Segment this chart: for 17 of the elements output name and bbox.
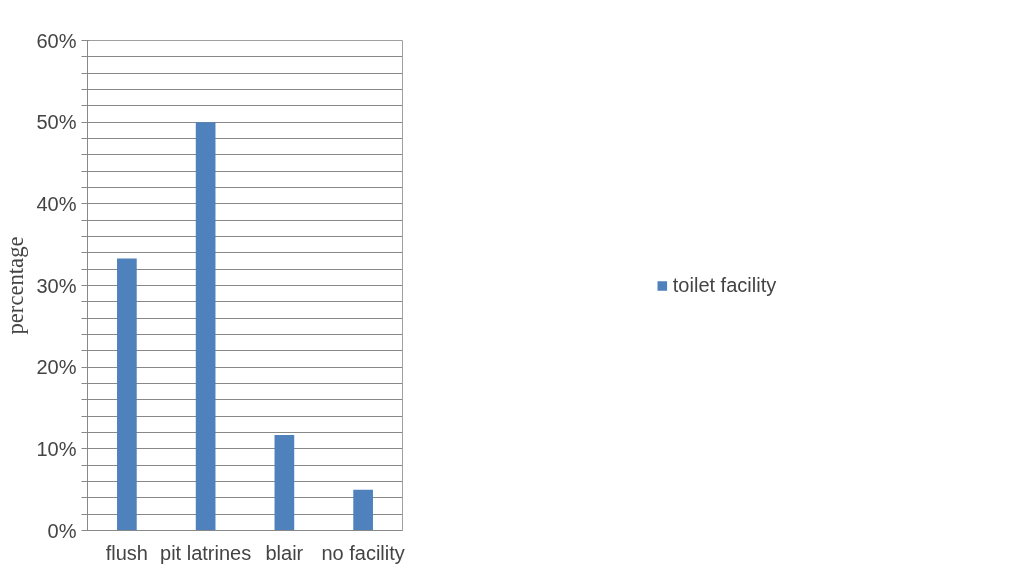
bar bbox=[195, 122, 216, 531]
y-tick-label: 0% bbox=[47, 519, 77, 542]
x-tick-label: pit latrines bbox=[160, 541, 252, 564]
x-tick-label: no facility bbox=[321, 541, 405, 564]
legend-label: toilet facility bbox=[672, 273, 777, 297]
bar bbox=[274, 434, 295, 531]
bar bbox=[117, 258, 137, 531]
y-axis-title: percentage bbox=[3, 236, 29, 335]
y-tick-label: 40% bbox=[36, 192, 77, 215]
x-tick-label: flush bbox=[105, 541, 148, 564]
y-tick-label: 20% bbox=[36, 356, 77, 379]
bar bbox=[353, 489, 373, 531]
y-tick-label: 10% bbox=[36, 437, 77, 460]
x-tick-label: blair bbox=[265, 541, 304, 564]
y-tick-label: 30% bbox=[36, 274, 77, 297]
y-tick-label: 50% bbox=[36, 111, 77, 134]
y-tick-label: 60% bbox=[36, 29, 77, 52]
